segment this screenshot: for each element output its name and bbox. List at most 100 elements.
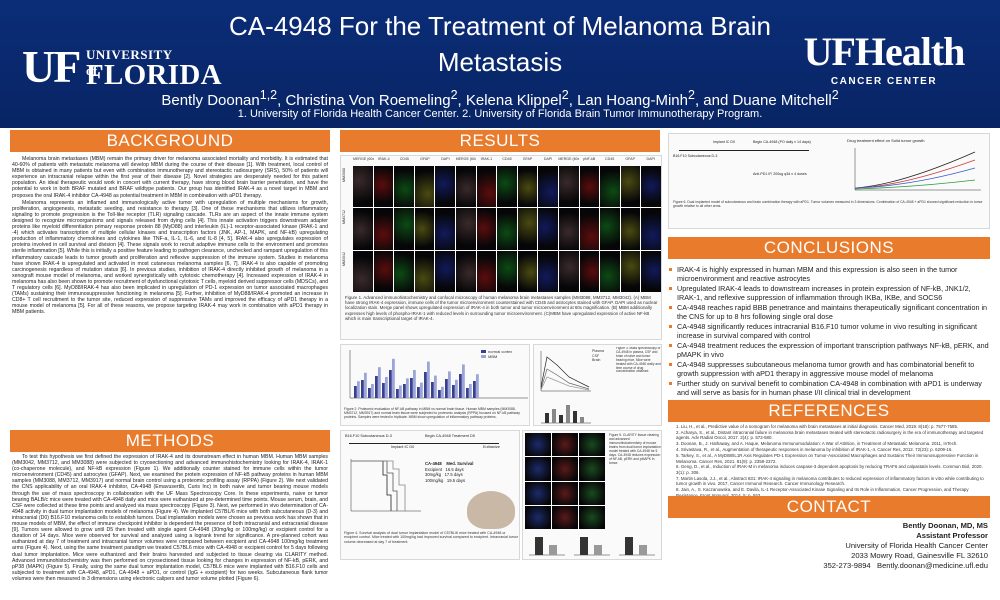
figure-1-micrograph-tile bbox=[353, 250, 373, 292]
figure-1-micrograph-tile bbox=[414, 250, 435, 292]
figure-6-tumor-growth-chart bbox=[854, 148, 981, 191]
figure-2-bar bbox=[476, 374, 479, 398]
figure-3-line-chart bbox=[540, 351, 591, 392]
figure-4-legend-item: 100mg/kg 19.5 days bbox=[425, 477, 466, 483]
methods-paragraph: To test this hypothesis we first defined… bbox=[12, 454, 328, 582]
conclusion-item: CA-4948 reaches rapid BBB penetrance and… bbox=[668, 303, 990, 321]
figure-5-micrograph-tile bbox=[525, 457, 551, 481]
figure-5-bar bbox=[594, 545, 602, 555]
poster-authors: Bently Doonan1,2, Christina Von Roemelin… bbox=[161, 88, 839, 109]
figure-1-micrograph-tile bbox=[414, 166, 435, 208]
figure-1-micrograph-tile bbox=[414, 208, 435, 250]
figure-1-column-label: MERGE (60x) bbox=[455, 157, 477, 161]
contact-name: Bently Doonan, MD, MS bbox=[902, 521, 988, 530]
figure-2-bar bbox=[389, 370, 392, 398]
figure-1-micrograph-tile bbox=[620, 208, 641, 250]
figure-2-bar bbox=[417, 387, 420, 398]
conclusion-item: Upregulated IRAK-4 leads to downstream i… bbox=[668, 284, 990, 302]
figure-1-column-label: MERGE (60x) bbox=[353, 157, 374, 161]
figure-2-bar bbox=[396, 389, 399, 398]
section-header-results: RESULTS bbox=[340, 130, 660, 152]
figure-1-micrograph-tile bbox=[517, 250, 538, 292]
figure-1-micrograph-tile bbox=[641, 208, 661, 250]
figure-1-micrograph-tile bbox=[538, 208, 558, 250]
figure-2-panel: normal cortex MBM Figure 2. Proteomic ev… bbox=[340, 344, 530, 426]
figure-6-growth-curve bbox=[854, 167, 976, 189]
figure-1-micrograph-tile bbox=[456, 250, 476, 292]
figure-1-micrograph-tile bbox=[373, 166, 394, 208]
figure-1-micrograph-tile bbox=[476, 250, 497, 292]
figure-5-bar-charts bbox=[529, 537, 655, 556]
figure-1-row-label: MM3088 bbox=[342, 168, 346, 182]
figure-4-caption: Figure 4. Survival analysis of dual tumo… bbox=[344, 531, 518, 544]
figure-3-caption: Figure 3. Mass spectroscopy of CA-4948 i… bbox=[616, 347, 661, 374]
figure-1-micrograph-tile bbox=[497, 208, 517, 250]
figure-4-timeline: B16.F10 Subcutaneous D-3 Implant IC D0 B… bbox=[345, 434, 515, 452]
figure-1-row-label: MM3042 bbox=[342, 252, 346, 266]
figure-3-series-line bbox=[540, 376, 590, 391]
figure-1-column-label: MERGE (60x) bbox=[558, 157, 579, 161]
figure-1-micrograph-tile bbox=[476, 166, 497, 208]
figure-5-caption: Figure 5. CLARITY tissue clearing and ad… bbox=[609, 433, 661, 465]
timeline-label: Begin CA-4948 Treatment D5 bbox=[425, 434, 475, 438]
figure-3-legend-item: CSF bbox=[592, 353, 600, 358]
contact-email[interactable]: Bently.doonan@medicine.ufl.edu bbox=[877, 561, 988, 570]
figure-2-legend: normal cortex MBM bbox=[481, 349, 512, 359]
figure-1-micrograph-tile bbox=[497, 250, 517, 292]
figure-2-bar bbox=[354, 386, 357, 398]
figure-2-bar bbox=[445, 379, 448, 398]
figure-1-panel: MERGE (60x) IRAK-4 CD45 GFAP DAPI MERGE (60x)… bbox=[340, 155, 662, 340]
figure-1-micrograph-tile bbox=[579, 166, 600, 208]
poster-title: CA-4948 For the Treatment of Melanoma Br… bbox=[229, 11, 771, 77]
figure-1-micrograph-tile bbox=[620, 166, 641, 208]
timeline-label: B16.F10 Subcutaneous D-3 bbox=[673, 154, 718, 158]
figure-1-micrograph-tile bbox=[559, 208, 579, 250]
figure-2-bar bbox=[473, 381, 476, 398]
uf-health-logo-sub: CANCER CENTER bbox=[830, 76, 938, 87]
figure-1-micrograph-tile bbox=[600, 250, 620, 292]
figure-1-column-label: DAPI bbox=[646, 157, 655, 161]
figure-5-bar bbox=[549, 545, 557, 555]
references-list: 1. Liu, H., et al., Predictive value of … bbox=[676, 424, 988, 510]
reference-item: 4. Srivastava, R., et al., Augmentation … bbox=[676, 447, 953, 453]
figure-1-micrograph-tile bbox=[394, 208, 414, 250]
figure-1-column-labels: MERGE (60x) IRAK-4 CD45 GFAP DAPI MERGE (60x)… bbox=[353, 157, 661, 165]
figure-5-bar bbox=[580, 537, 588, 555]
figure-1-micrograph-tile bbox=[435, 250, 455, 292]
figure-1-micrograph-tile bbox=[353, 208, 373, 250]
figure-1-row-labels: MM3088 MM3712 MM3042 bbox=[342, 168, 352, 291]
figure-6-growth-curve bbox=[854, 151, 976, 189]
figure-4-legend-item: 30mg/kg 17.5 days bbox=[425, 472, 463, 478]
figure-5-micrograph-tile bbox=[579, 481, 605, 505]
figure-2-bar bbox=[448, 371, 451, 398]
timeline-label: B16.F10 Subcutaneous D-3 bbox=[345, 434, 392, 438]
uf-logo-florida: FLORIDA bbox=[86, 59, 222, 91]
figure-6-panel: B16.F10 Subcutaneous D-3 Implant IC D0 B… bbox=[668, 133, 990, 229]
figure-2-bar bbox=[361, 380, 364, 398]
figure-3b-bar bbox=[559, 415, 563, 423]
conclusion-item: CA-4948 significantly reduces intracrani… bbox=[668, 322, 990, 340]
contact-block: Bently Doonan, MD, MS Assistant Professo… bbox=[670, 521, 988, 571]
uf-logo-mark: UF bbox=[22, 41, 81, 92]
figure-1-micrograph-tile bbox=[600, 166, 620, 208]
figure-2-bar bbox=[431, 382, 434, 398]
background-text: Melanoma brain metastases (MBM) remain t… bbox=[12, 156, 328, 428]
poster-affiliations: 1. University of Florida Health Cancer C… bbox=[237, 108, 763, 120]
figure-1-micrograph-tile bbox=[517, 166, 538, 208]
figure-2-bar bbox=[469, 384, 472, 398]
background-paragraph: Melanoma represents an inflamed and immu… bbox=[12, 199, 328, 316]
poster-header: UF UNIVERSITY of FLORIDA CA-4948 For the… bbox=[0, 0, 1000, 128]
figure-1-micrograph-tile bbox=[641, 250, 661, 292]
reference-item: 1. Liu, H., et al., Predictive value of … bbox=[676, 424, 959, 429]
figure-2-bar bbox=[368, 388, 371, 398]
figure-4-survival-curve bbox=[351, 460, 398, 511]
timeline-label: Euthanize bbox=[483, 445, 500, 449]
figure-4-legend-header: CA-4948 Med. Survival bbox=[425, 461, 474, 466]
figure-1-micrograph-tile bbox=[620, 250, 641, 292]
figure-1-micrograph-tile bbox=[476, 208, 497, 250]
figure-2-bar bbox=[392, 358, 395, 398]
contact-phone-email: 352-273-9894 Bently.doonan@medicine.ufl.… bbox=[823, 561, 988, 570]
figure-6-growth-curve bbox=[854, 159, 976, 189]
figure-1-column-label: GFAP bbox=[625, 157, 635, 161]
figure-5-bar bbox=[639, 545, 647, 555]
